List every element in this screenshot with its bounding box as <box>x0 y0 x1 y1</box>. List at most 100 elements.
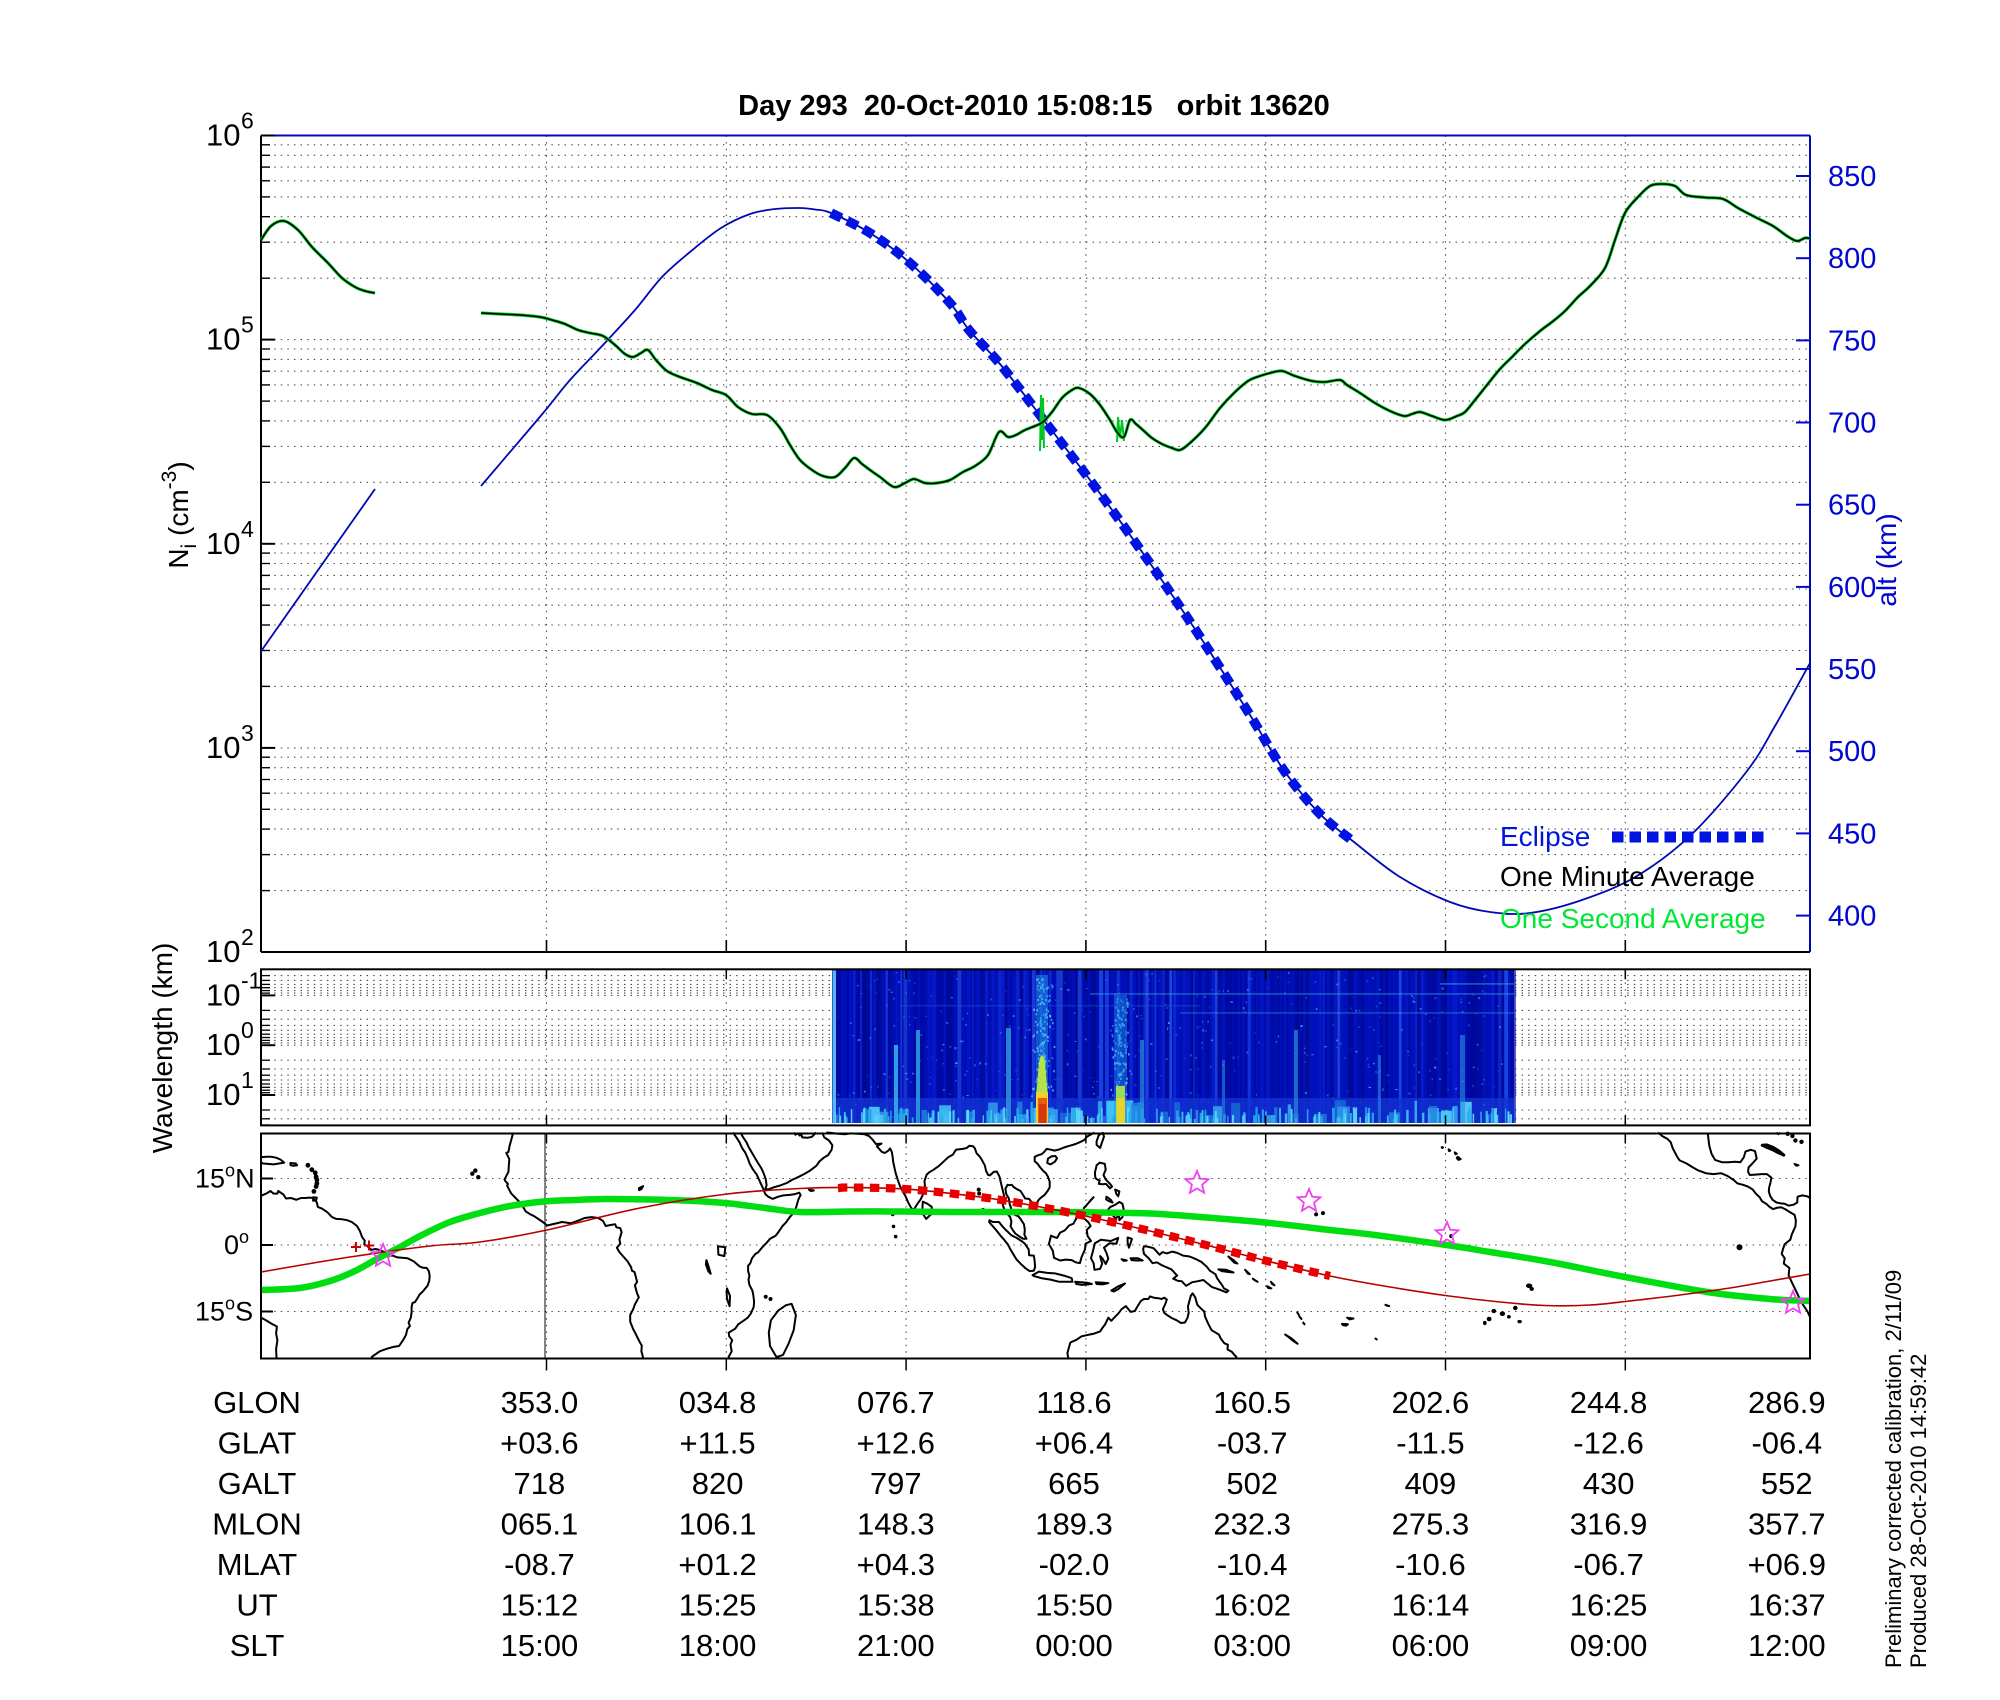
svg-text:0: 0 <box>241 1017 254 1043</box>
svg-text:One Minute Average: One Minute Average <box>1500 861 1755 892</box>
svg-text:+11.5: +11.5 <box>680 1426 756 1461</box>
svg-text:+04.3: +04.3 <box>857 1547 935 1582</box>
svg-text:+06.4: +06.4 <box>1035 1426 1113 1461</box>
svg-text:430: 430 <box>1583 1466 1635 1501</box>
svg-text:409: 409 <box>1405 1466 1457 1501</box>
svg-text:286.9: 286.9 <box>1748 1385 1826 1420</box>
svg-text:SLT: SLT <box>230 1628 285 1663</box>
svg-text:MLAT: MLAT <box>217 1547 297 1582</box>
svg-text:15:25: 15:25 <box>679 1588 757 1623</box>
svg-text:10: 10 <box>206 730 240 765</box>
svg-text:232.3: 232.3 <box>1213 1507 1291 1542</box>
svg-text:316.9: 316.9 <box>1570 1507 1648 1542</box>
svg-text:6: 6 <box>241 108 254 134</box>
svg-text:GLAT: GLAT <box>218 1426 297 1461</box>
svg-text:-12.6: -12.6 <box>1573 1426 1644 1461</box>
svg-text:552: 552 <box>1761 1466 1813 1501</box>
svg-text:500: 500 <box>1828 736 1876 768</box>
svg-text:MLON: MLON <box>212 1507 302 1542</box>
svg-text:065.1: 065.1 <box>501 1507 579 1542</box>
svg-text:5: 5 <box>241 312 254 338</box>
svg-text:16:37: 16:37 <box>1748 1588 1826 1623</box>
svg-text:10: 10 <box>206 1027 240 1062</box>
svg-text:-1: -1 <box>241 967 261 993</box>
svg-text:09:00: 09:00 <box>1570 1628 1648 1663</box>
svg-text:+03.6: +03.6 <box>500 1426 578 1461</box>
svg-text:718: 718 <box>514 1466 566 1501</box>
svg-text:15:50: 15:50 <box>1035 1588 1113 1623</box>
svg-text:-10.6: -10.6 <box>1395 1547 1466 1582</box>
svg-text:UT: UT <box>236 1588 277 1623</box>
svg-text:353.0: 353.0 <box>501 1385 579 1420</box>
svg-text:16:14: 16:14 <box>1392 1588 1470 1623</box>
svg-text:244.8: 244.8 <box>1570 1385 1648 1420</box>
svg-text:10: 10 <box>206 526 240 561</box>
svg-text:Preliminary corrected calibrat: Preliminary corrected calibration, 2/11/… <box>1881 1270 1906 1668</box>
svg-text:+01.2: +01.2 <box>678 1547 756 1582</box>
svg-text:-03.7: -03.7 <box>1217 1426 1288 1461</box>
svg-text:665: 665 <box>1048 1466 1100 1501</box>
svg-text:GALT: GALT <box>218 1466 297 1501</box>
svg-text:550: 550 <box>1828 654 1876 686</box>
svg-text:06:00: 06:00 <box>1392 1628 1470 1663</box>
svg-text:GLON: GLON <box>213 1385 301 1420</box>
svg-text:850: 850 <box>1828 161 1876 193</box>
svg-text:00:00: 00:00 <box>1035 1628 1113 1663</box>
svg-text:18:00: 18:00 <box>679 1628 757 1663</box>
svg-text:21:00: 21:00 <box>857 1628 935 1663</box>
svg-text:15oN: 15oN <box>195 1161 255 1194</box>
svg-text:Ni (cm-3): Ni (cm-3) <box>158 461 201 568</box>
svg-text:700: 700 <box>1828 408 1876 440</box>
svg-text:Eclipse: Eclipse <box>1500 821 1590 852</box>
svg-text:Day 293 20-Oct-2010 15:08:15: Day 293 20-Oct-2010 15:08:15 orbit 13620 <box>738 90 1330 122</box>
svg-text:076.7: 076.7 <box>857 1385 935 1420</box>
svg-text:-06.4: -06.4 <box>1751 1426 1822 1461</box>
svg-text:15oS: 15oS <box>195 1294 253 1327</box>
svg-text:alt (km): alt (km) <box>1871 513 1902 606</box>
svg-text:-06.7: -06.7 <box>1573 1547 1644 1582</box>
svg-text:148.3: 148.3 <box>857 1507 935 1542</box>
svg-text:10: 10 <box>206 118 240 153</box>
svg-text:106.1: 106.1 <box>679 1507 757 1542</box>
svg-text:750: 750 <box>1828 325 1876 357</box>
svg-text:16:25: 16:25 <box>1570 1588 1648 1623</box>
svg-text:Wavelength (km): Wavelength (km) <box>147 943 178 1154</box>
svg-text:400: 400 <box>1828 901 1876 933</box>
svg-text:15:12: 15:12 <box>501 1588 579 1623</box>
svg-text:-08.7: -08.7 <box>504 1547 575 1582</box>
svg-text:4: 4 <box>241 516 254 542</box>
svg-text:15:38: 15:38 <box>857 1588 935 1623</box>
svg-text:12:00: 12:00 <box>1748 1628 1826 1663</box>
svg-text:118.6: 118.6 <box>1036 1385 1111 1420</box>
svg-text:10: 10 <box>206 934 240 969</box>
svg-text:One Second Average: One Second Average <box>1500 903 1766 934</box>
svg-text:160.5: 160.5 <box>1213 1385 1291 1420</box>
svg-text:275.3: 275.3 <box>1392 1507 1470 1542</box>
svg-text:15:00: 15:00 <box>501 1628 579 1663</box>
svg-text:2: 2 <box>241 924 254 950</box>
svg-text:-10.4: -10.4 <box>1217 1547 1288 1582</box>
svg-text:10: 10 <box>206 322 240 357</box>
svg-text:Produced 28-Oct-2010 14:59:42: Produced 28-Oct-2010 14:59:42 <box>1906 1354 1931 1668</box>
svg-text:+12.6: +12.6 <box>857 1426 935 1461</box>
svg-text:1: 1 <box>241 1067 254 1093</box>
svg-text:-11.5: -11.5 <box>1396 1426 1464 1461</box>
svg-text:357.7: 357.7 <box>1748 1507 1826 1542</box>
svg-text:820: 820 <box>692 1466 744 1501</box>
svg-text:797: 797 <box>870 1466 922 1501</box>
svg-text:-02.0: -02.0 <box>1039 1547 1110 1582</box>
svg-text:202.6: 202.6 <box>1392 1385 1470 1420</box>
svg-text:034.8: 034.8 <box>679 1385 757 1420</box>
svg-text:450: 450 <box>1828 818 1876 850</box>
svg-text:650: 650 <box>1828 490 1876 522</box>
svg-text:10: 10 <box>206 977 240 1012</box>
svg-text:3: 3 <box>241 720 254 746</box>
svg-text:600: 600 <box>1828 572 1876 604</box>
svg-text:502: 502 <box>1226 1466 1278 1501</box>
svg-text:16:02: 16:02 <box>1213 1588 1291 1623</box>
svg-text:189.3: 189.3 <box>1035 1507 1113 1542</box>
svg-text:800: 800 <box>1828 243 1876 275</box>
svg-text:03:00: 03:00 <box>1213 1628 1291 1663</box>
svg-text:+06.9: +06.9 <box>1748 1547 1826 1582</box>
svg-text:10: 10 <box>206 1077 240 1112</box>
